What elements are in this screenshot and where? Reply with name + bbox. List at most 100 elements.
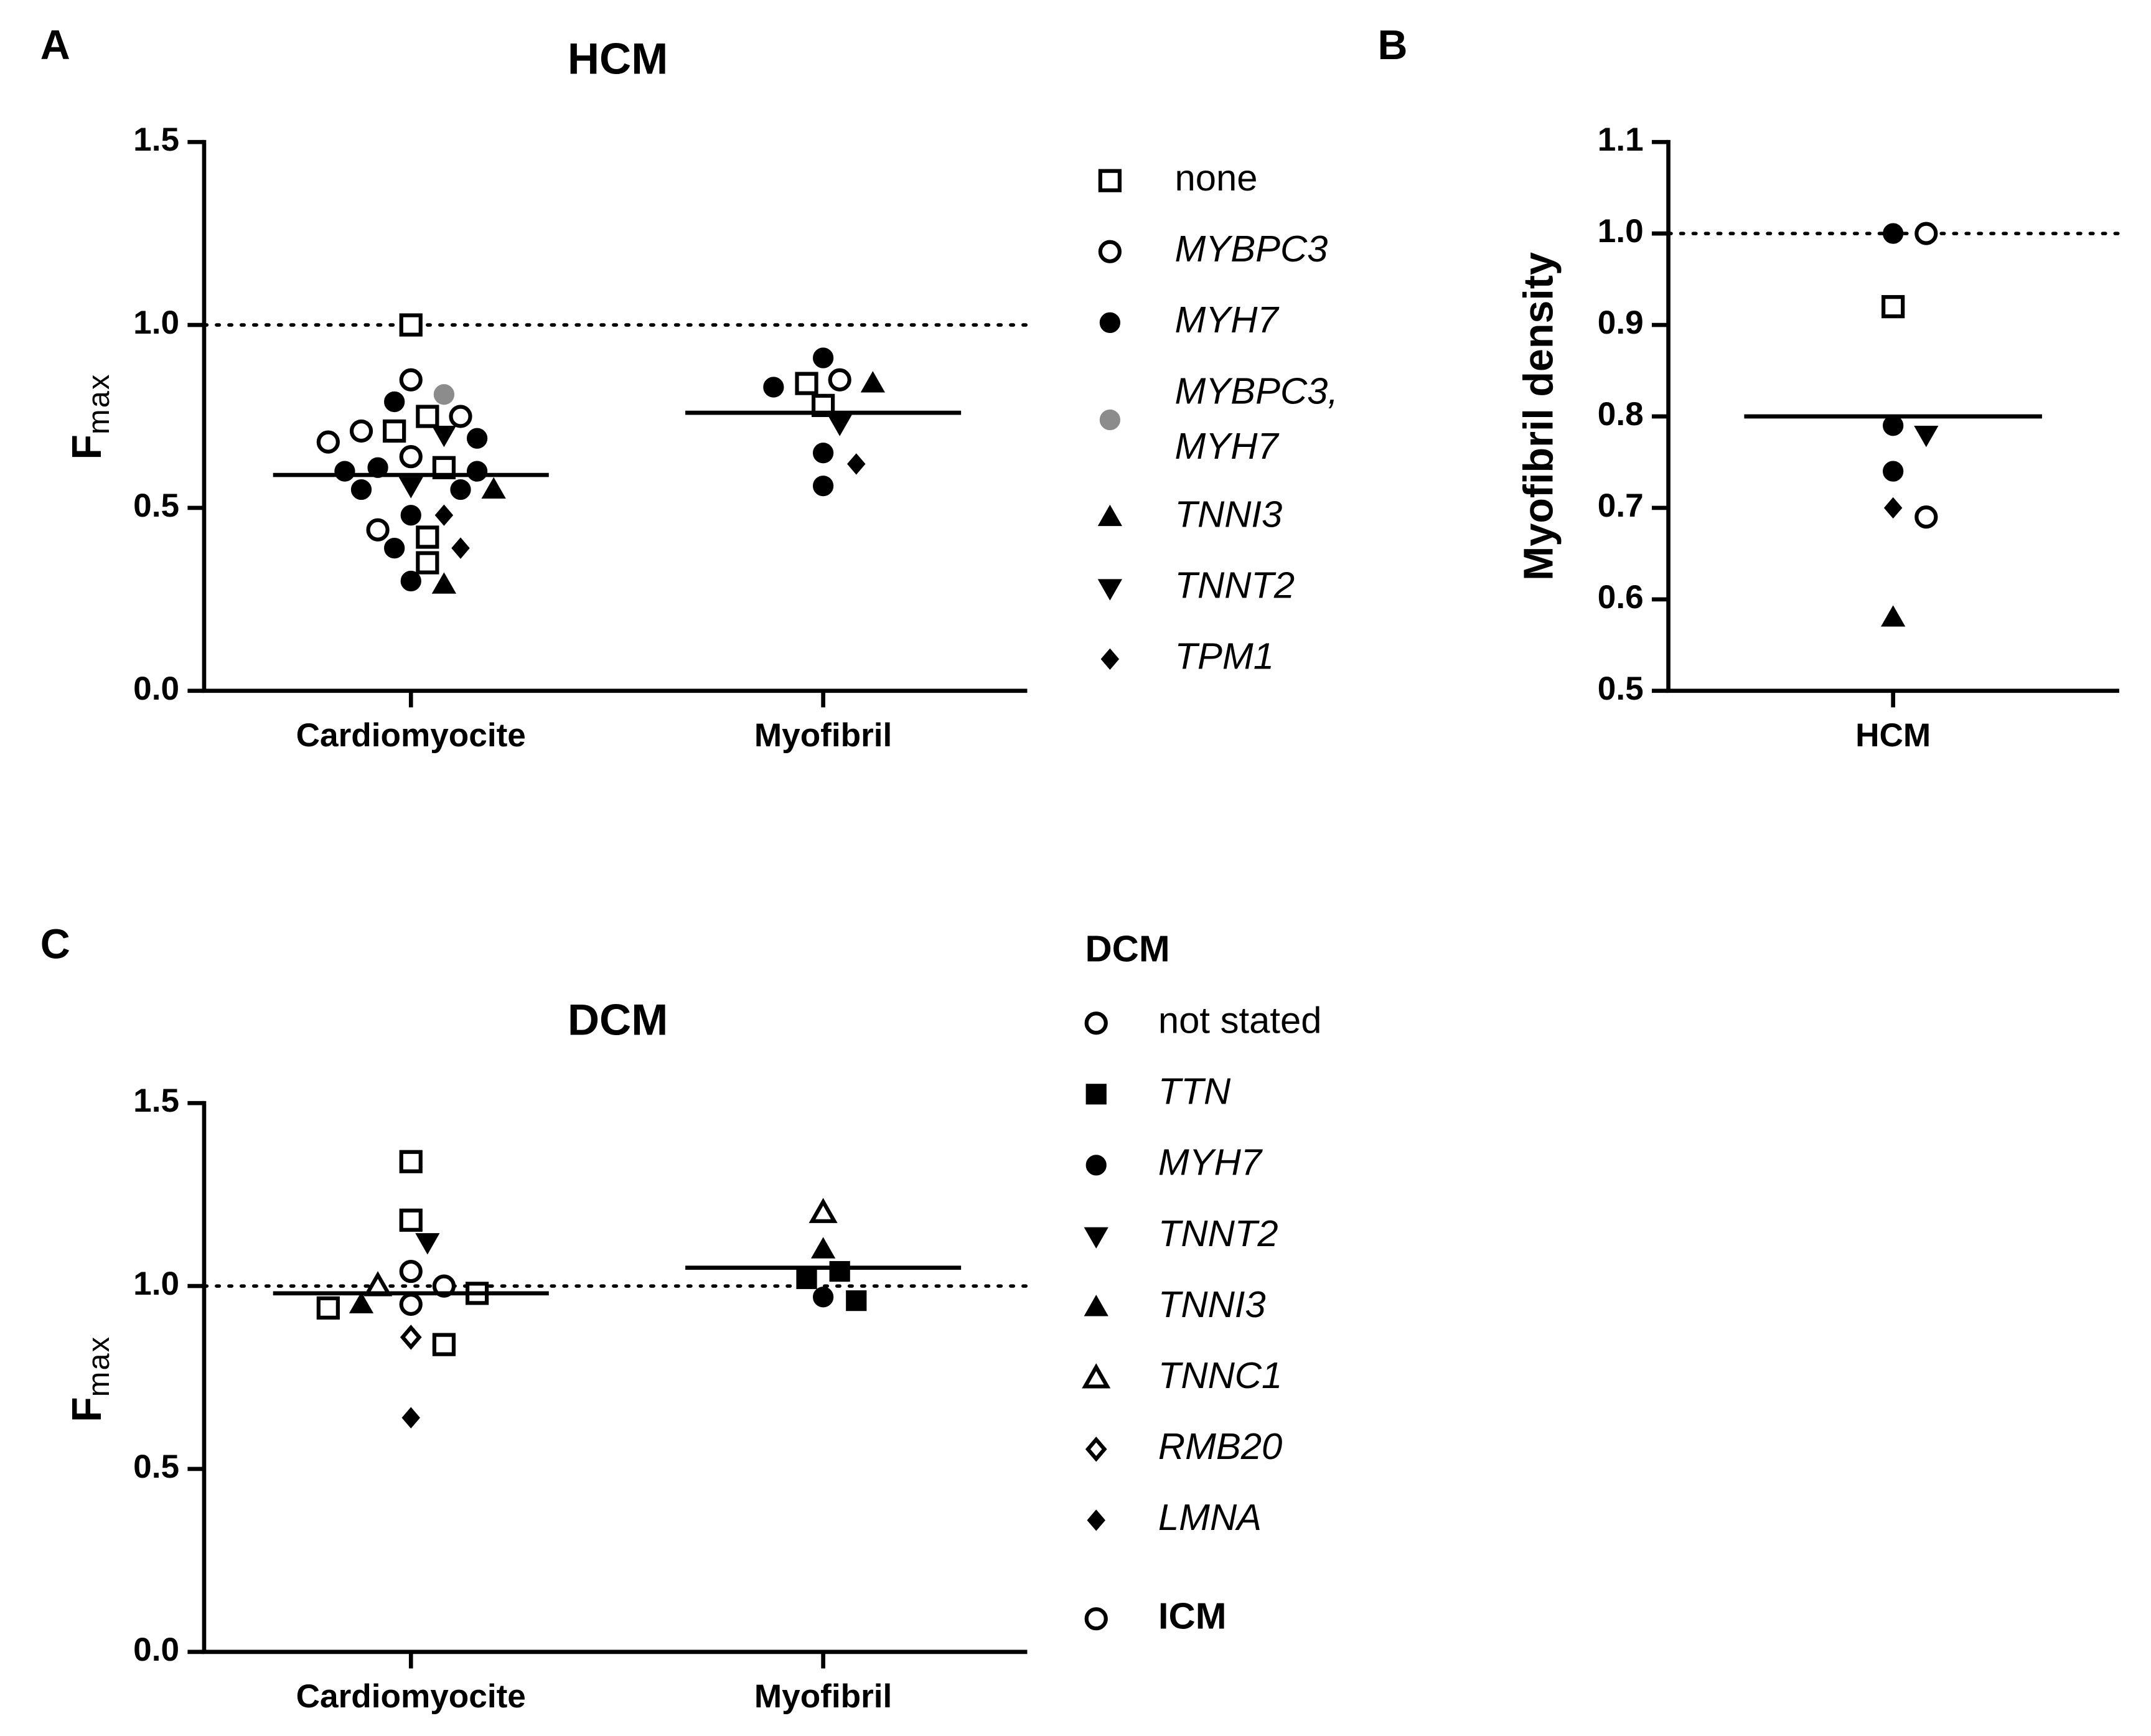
y-tick-label: 0.5 bbox=[133, 1448, 179, 1485]
legend-label-line: MYBPC3, bbox=[1174, 370, 1348, 411]
legend-marker bbox=[1100, 648, 1120, 670]
data-point bbox=[451, 537, 470, 559]
legend-marker bbox=[1084, 1607, 1108, 1631]
legend-marker bbox=[1084, 1011, 1108, 1035]
data-point bbox=[860, 371, 885, 393]
data-point bbox=[795, 372, 818, 395]
legend-marker bbox=[1084, 1295, 1108, 1316]
x-tick-label: Cardiomyocite bbox=[296, 717, 526, 754]
data-point bbox=[828, 368, 851, 392]
data-point bbox=[366, 518, 390, 542]
legend-marker bbox=[1097, 504, 1123, 527]
data-point bbox=[812, 476, 834, 497]
data-point bbox=[1882, 295, 1905, 319]
legend-label: MYH7 bbox=[1174, 299, 1280, 340]
data-point bbox=[416, 405, 439, 428]
data-point bbox=[416, 525, 439, 549]
data-point bbox=[432, 1274, 456, 1298]
y-axis-label: Fmax bbox=[64, 373, 116, 459]
data-point bbox=[450, 479, 471, 500]
data-point bbox=[1914, 425, 1939, 448]
legend-marker bbox=[1099, 409, 1120, 431]
y-tick-label: 1.0 bbox=[1598, 213, 1644, 250]
legend-label: ICM bbox=[1158, 1595, 1227, 1637]
data-point bbox=[316, 1296, 340, 1320]
legend-marker bbox=[1099, 312, 1120, 333]
data-point bbox=[810, 1237, 836, 1259]
y-tick-label: 1.5 bbox=[133, 1082, 179, 1119]
data-point bbox=[334, 461, 355, 482]
data-point bbox=[1914, 222, 1938, 245]
legend-label: RMB20 bbox=[1158, 1425, 1282, 1467]
data-point bbox=[349, 1292, 374, 1313]
data-point bbox=[431, 425, 457, 448]
data-point bbox=[400, 505, 421, 526]
legend-label: none bbox=[1174, 157, 1257, 199]
data-point bbox=[399, 368, 423, 392]
data-point bbox=[399, 445, 423, 469]
legend-label: not stated bbox=[1158, 1000, 1322, 1041]
data-point bbox=[316, 430, 340, 454]
x-tick-label: Myofibril bbox=[754, 717, 892, 754]
data-point bbox=[349, 419, 373, 443]
data-point bbox=[829, 1260, 850, 1282]
legend-label: TNNC1 bbox=[1158, 1354, 1282, 1396]
data-point bbox=[808, 1198, 838, 1223]
data-point bbox=[847, 453, 866, 475]
legend-label: MYH7 bbox=[1158, 1142, 1263, 1183]
legend-label: TNNT2 bbox=[1158, 1213, 1278, 1254]
y-axis-label-subscript: max bbox=[82, 1336, 116, 1397]
data-point bbox=[812, 443, 834, 464]
data-point bbox=[384, 391, 405, 413]
data-point bbox=[1914, 505, 1938, 529]
data-point bbox=[367, 457, 388, 478]
data-point bbox=[400, 1325, 422, 1350]
panel-label: B bbox=[1378, 22, 1408, 68]
legend-title: DCM bbox=[1085, 927, 1170, 969]
data-point bbox=[827, 415, 852, 436]
legend-marker bbox=[1082, 1363, 1111, 1389]
data-point bbox=[399, 1208, 423, 1232]
y-tick-label: 0.9 bbox=[1598, 304, 1644, 341]
x-tick-label: Cardiomyocite bbox=[296, 1678, 526, 1715]
data-point bbox=[398, 477, 423, 499]
legend-label: LMNA bbox=[1158, 1496, 1262, 1538]
panel-label: A bbox=[40, 22, 70, 68]
data-point bbox=[399, 1292, 423, 1316]
legend-label: TPM1 bbox=[1174, 636, 1273, 677]
y-axis-label-main: F bbox=[64, 1397, 110, 1422]
data-point bbox=[350, 479, 372, 500]
legend-label: TNNT2 bbox=[1174, 565, 1295, 606]
data-point bbox=[1883, 461, 1904, 482]
y-tick-label: 0.5 bbox=[133, 487, 179, 524]
y-tick-label: 1.5 bbox=[133, 121, 179, 158]
legend-label-line: MYH7 bbox=[1174, 425, 1280, 467]
data-point bbox=[812, 1287, 834, 1308]
y-tick-label: 1.1 bbox=[1598, 121, 1644, 158]
data-point bbox=[812, 347, 834, 368]
data-point bbox=[416, 551, 439, 575]
data-point bbox=[399, 1150, 423, 1173]
legend-marker bbox=[1097, 579, 1123, 601]
y-tick-label: 0.8 bbox=[1598, 396, 1644, 433]
legend-marker bbox=[1085, 1155, 1107, 1176]
data-point bbox=[432, 1333, 456, 1356]
legend-marker bbox=[1087, 1509, 1105, 1531]
y-tick-label: 1.0 bbox=[133, 304, 179, 341]
y-axis-label-subscript: max bbox=[82, 373, 116, 434]
legend-label: TTN bbox=[1158, 1071, 1231, 1112]
data-point bbox=[796, 1268, 817, 1289]
data-point bbox=[481, 477, 506, 499]
data-point bbox=[466, 461, 488, 482]
y-axis-label: Myofibril density bbox=[1516, 252, 1562, 581]
legend-marker bbox=[1084, 1227, 1108, 1249]
data-point bbox=[449, 405, 472, 428]
y-axis-label-main: Myofibril density bbox=[1516, 252, 1562, 581]
data-point bbox=[466, 428, 488, 449]
chart-title: HCM bbox=[568, 34, 668, 83]
data-point bbox=[1883, 223, 1904, 244]
data-point bbox=[401, 1407, 420, 1429]
legend-marker bbox=[1085, 1084, 1107, 1105]
legend-marker bbox=[1098, 240, 1122, 263]
